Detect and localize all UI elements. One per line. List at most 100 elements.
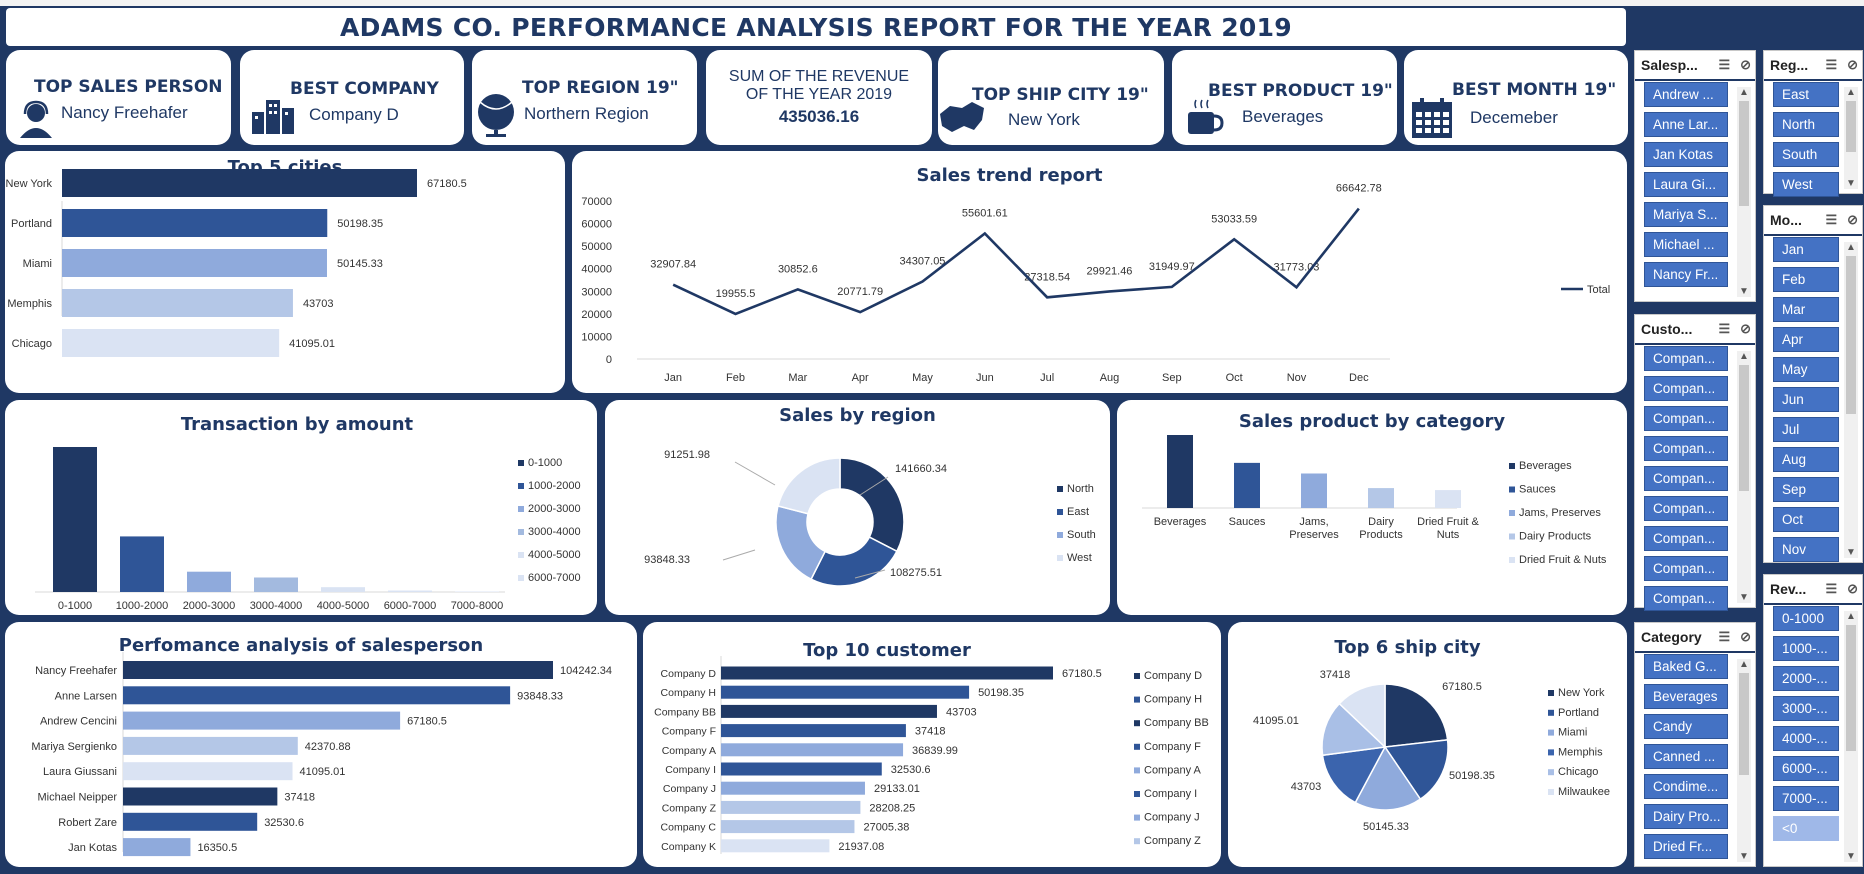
slicer-item[interactable]: Compan... (1644, 406, 1728, 431)
bar (721, 704, 937, 718)
legend-swatch (1509, 533, 1515, 540)
category-label: Chicago (12, 338, 52, 350)
scrollbar-thumb[interactable] (1846, 625, 1856, 751)
y-tick-label: 20000 (581, 309, 612, 321)
slicer-item[interactable]: Feb (1773, 267, 1839, 292)
slicer-scrollbar[interactable]: ▲ ▼ (1844, 87, 1858, 189)
slicer-scrollbar[interactable]: ▲ ▼ (1844, 242, 1858, 558)
data-label: 41095.01 (300, 766, 346, 778)
clear-filter-icon[interactable]: ⊘ (1847, 57, 1858, 72)
slicer-item[interactable]: Laura Gi... (1644, 172, 1728, 197)
slicer-item[interactable]: Mariya S... (1644, 202, 1728, 227)
slicer-item[interactable]: 2000-... (1773, 666, 1839, 691)
slicer-item[interactable]: Michael ... (1644, 232, 1728, 257)
slicer-item[interactable]: Compan... (1644, 376, 1728, 401)
scrollbar-thumb[interactable] (1846, 256, 1856, 414)
multi-select-icon[interactable]: ☰ (1825, 57, 1838, 72)
slicer-item[interactable]: Nancy Fr... (1644, 262, 1728, 287)
slicer-item[interactable]: Jan Kotas (1644, 142, 1728, 167)
scrollbar-thumb[interactable] (1739, 365, 1749, 491)
slicer-scrollbar[interactable]: ▲ ▼ (1737, 659, 1751, 862)
slicer-scrollbar[interactable]: ▲ ▼ (1737, 351, 1751, 603)
data-label: 42370.88 (305, 741, 351, 753)
slicer-item[interactable]: Oct (1773, 507, 1839, 532)
slicer-item[interactable]: 1000-... (1773, 636, 1839, 661)
legend-label: Portland (1558, 707, 1599, 719)
slicer-item[interactable]: Nov (1773, 537, 1839, 562)
slicer-scrollbar[interactable]: ▲ ▼ (1844, 611, 1858, 862)
scroll-down-icon[interactable]: ▼ (1739, 592, 1749, 603)
slicer-item[interactable]: Anne Lar... (1644, 112, 1728, 137)
kpi-title: BEST COMPANY (290, 79, 439, 99)
slicer-item[interactable]: Andrew ... (1644, 82, 1728, 107)
slicer-item[interactable]: North (1773, 112, 1839, 137)
customer-slicer: Custo... ☰ ⊘ Compan... Compan... Compan... Co… (1634, 314, 1756, 611)
scroll-up-icon[interactable]: ▲ (1846, 611, 1856, 622)
slicer-item[interactable]: 4000-... (1773, 726, 1839, 751)
slicer-item[interactable]: May (1773, 357, 1839, 382)
slicer-item[interactable]: 7000-... (1773, 786, 1839, 811)
slicer-item[interactable]: Jul (1773, 417, 1839, 442)
x-tick-label: Nuts (1437, 529, 1460, 541)
slicer-item[interactable]: Compan... (1644, 346, 1728, 371)
slicer-item[interactable]: 6000-... (1773, 756, 1839, 781)
slicer-item[interactable]: South (1773, 142, 1839, 167)
bar (721, 685, 970, 699)
slicer-item[interactable]: Sep (1773, 477, 1839, 502)
slicer-item[interactable]: Condime... (1644, 774, 1728, 799)
slicer-item[interactable]: Compan... (1644, 466, 1728, 491)
slicer-item[interactable]: 0-1000 (1773, 606, 1839, 631)
scroll-up-icon[interactable]: ▲ (1739, 87, 1749, 98)
scroll-down-icon[interactable]: ▼ (1739, 286, 1749, 297)
slicer-item[interactable]: Jan (1773, 237, 1839, 262)
slicer-item[interactable]: Aug (1773, 447, 1839, 472)
multi-select-icon[interactable]: ☰ (1718, 57, 1731, 72)
slicer-item[interactable]: Compan... (1644, 526, 1728, 551)
slicer-item[interactable]: Dairy Pro... (1644, 804, 1728, 829)
data-label: 32530.6 (891, 764, 931, 776)
scroll-down-icon[interactable]: ▼ (1846, 178, 1856, 189)
scroll-down-icon[interactable]: ▼ (1846, 851, 1856, 862)
leader-line (722, 549, 756, 561)
scroll-up-icon[interactable]: ▲ (1846, 87, 1856, 98)
clear-filter-icon[interactable]: ⊘ (1740, 57, 1751, 72)
clear-filter-icon[interactable]: ⊘ (1740, 321, 1751, 336)
scrollbar-thumb[interactable] (1739, 673, 1749, 775)
slicer-item[interactable]: West (1773, 172, 1839, 197)
slicer-item[interactable]: Mar (1773, 297, 1839, 322)
slicer-item[interactable]: Jun (1773, 387, 1839, 412)
panel-salesperson: Perfomance analysis of salesperson Nancy… (5, 622, 637, 867)
multi-select-icon[interactable]: ☰ (1718, 629, 1731, 644)
panel-top10-customer: Top 10 customer Company D 67180.5 Company … (643, 622, 1221, 867)
scroll-up-icon[interactable]: ▲ (1739, 659, 1749, 670)
kpi-value: Company D (309, 105, 399, 124)
slicer-item[interactable]: Beverages (1644, 684, 1728, 709)
slicer-item[interactable]: Dried Fr... (1644, 834, 1728, 859)
scrollbar-thumb[interactable] (1846, 101, 1856, 152)
slicer-item[interactable]: Candy (1644, 714, 1728, 739)
multi-select-icon[interactable]: ☰ (1825, 581, 1838, 596)
multi-select-icon[interactable]: ☰ (1718, 321, 1731, 336)
scrollbar-thumb[interactable] (1739, 101, 1749, 206)
slicer-item[interactable]: Compan... (1644, 496, 1728, 521)
multi-select-icon[interactable]: ☰ (1825, 212, 1838, 227)
clear-filter-icon[interactable]: ⊘ (1847, 212, 1858, 227)
map-icon (940, 102, 984, 132)
slicer-item[interactable]: <0 (1773, 816, 1839, 841)
scroll-down-icon[interactable]: ▼ (1739, 851, 1749, 862)
scroll-down-icon[interactable]: ▼ (1846, 547, 1856, 558)
kpi-value: Beverages (1242, 107, 1324, 126)
slicer-item[interactable]: Apr (1773, 327, 1839, 352)
clear-filter-icon[interactable]: ⊘ (1740, 629, 1751, 644)
slicer-scrollbar[interactable]: ▲ ▼ (1737, 87, 1751, 297)
slicer-item[interactable]: Baked G... (1644, 654, 1728, 679)
slicer-item[interactable]: Compan... (1644, 556, 1728, 581)
slicer-item[interactable]: East (1773, 82, 1839, 107)
slicer-item[interactable]: Compan... (1644, 586, 1728, 611)
scroll-up-icon[interactable]: ▲ (1846, 242, 1856, 253)
scroll-up-icon[interactable]: ▲ (1739, 351, 1749, 362)
slicer-item[interactable]: 3000-... (1773, 696, 1839, 721)
slicer-item[interactable]: Canned ... (1644, 744, 1728, 769)
slicer-item[interactable]: Compan... (1644, 436, 1728, 461)
clear-filter-icon[interactable]: ⊘ (1847, 581, 1858, 596)
